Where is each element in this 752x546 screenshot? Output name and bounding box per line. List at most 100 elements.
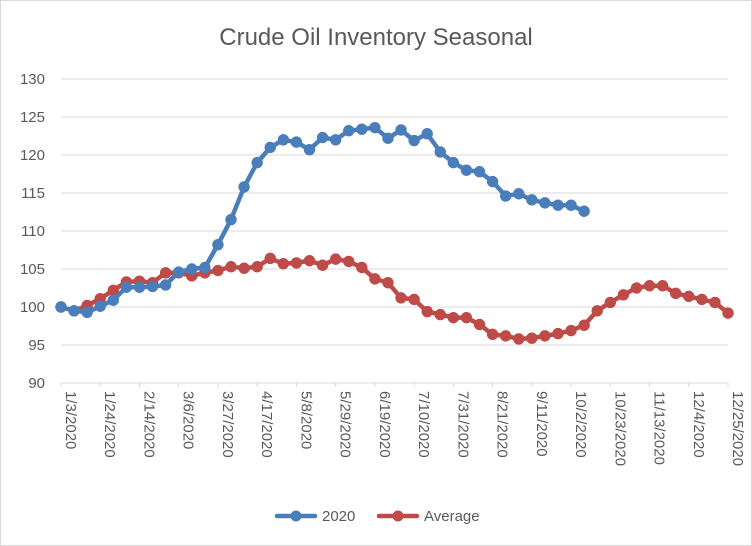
data-point xyxy=(238,181,250,193)
data-point xyxy=(212,238,224,251)
x-tick-label: 8/21/2020 xyxy=(494,391,511,458)
data-point xyxy=(251,156,263,169)
data-point xyxy=(395,124,407,136)
data-point xyxy=(526,194,538,206)
x-tick-label: 1/24/2020 xyxy=(101,391,118,458)
data-point xyxy=(434,308,446,321)
data-point xyxy=(604,296,616,309)
data-point xyxy=(539,197,551,209)
data-point xyxy=(343,124,355,137)
data-point xyxy=(578,205,590,217)
y-tick-label: 120 xyxy=(20,147,45,164)
data-point xyxy=(565,199,577,211)
data-point xyxy=(303,254,316,267)
x-tick-label: 12/4/2020 xyxy=(690,391,707,458)
data-point xyxy=(408,134,420,147)
data-point xyxy=(421,128,433,140)
legend-item-2020: 2020 xyxy=(274,508,355,525)
chart-title: Crude Oil Inventory Seasonal xyxy=(219,24,533,51)
y-tick-label: 105 xyxy=(20,261,45,278)
data-point xyxy=(617,289,630,301)
y-tick-label: 100 xyxy=(20,299,45,316)
data-point xyxy=(316,131,329,144)
x-tick-label: 6/19/2020 xyxy=(376,391,393,458)
y-tick-label: 95 xyxy=(28,337,45,354)
data-point xyxy=(526,332,538,344)
x-tick-label: 12/25/2020 xyxy=(729,391,746,466)
data-point xyxy=(382,132,394,144)
data-point xyxy=(447,156,460,169)
gridlines xyxy=(61,78,728,384)
data-point xyxy=(565,324,577,337)
data-point xyxy=(290,136,303,148)
y-tick-label: 125 xyxy=(20,109,45,126)
x-axis: 1/3/2020 1/24/2020 2/14/2020 3/6/2020 3/27/2… xyxy=(60,383,746,466)
data-point xyxy=(55,301,67,313)
x-tick-label: 2/14/2020 xyxy=(140,391,157,458)
data-point xyxy=(499,330,512,342)
data-point xyxy=(421,305,433,318)
legend-item-average: Average xyxy=(376,508,480,525)
series-2020 xyxy=(55,121,590,319)
data-point xyxy=(173,266,185,278)
x-tick-label: 1/3/2020 xyxy=(62,391,79,449)
x-tick-label: 7/10/2020 xyxy=(415,391,432,458)
x-tick-label: 10/23/2020 xyxy=(611,391,628,466)
data-point xyxy=(369,121,381,134)
series-line xyxy=(58,256,731,342)
data-point xyxy=(696,293,708,306)
data-point xyxy=(709,296,721,309)
data-point xyxy=(225,213,237,226)
y-tick-label: 110 xyxy=(21,223,45,240)
x-tick-label: 10/2/2020 xyxy=(572,391,589,458)
data-point xyxy=(473,166,486,178)
data-point xyxy=(395,292,407,304)
data-point xyxy=(120,281,133,293)
data-point xyxy=(499,190,512,202)
data-point xyxy=(329,253,342,265)
data-point xyxy=(578,319,590,331)
x-tick-label: 5/8/2020 xyxy=(297,391,314,449)
data-point xyxy=(212,264,224,277)
data-point xyxy=(146,280,159,293)
x-tick-label: 9/11/2020 xyxy=(533,391,550,457)
x-tick-label: 5/29/2020 xyxy=(337,391,354,458)
data-point xyxy=(460,164,473,176)
y-tick-label: 130 xyxy=(20,71,45,88)
data-point xyxy=(513,333,525,345)
data-point xyxy=(133,281,146,293)
data-point xyxy=(356,123,368,135)
data-point xyxy=(552,327,564,340)
x-tick-label: 11/13/2020 xyxy=(651,391,668,465)
data-point xyxy=(382,276,394,289)
y-axis-ticks: 90 95 100 105 110 115 120 125 130 xyxy=(20,71,45,392)
data-point xyxy=(159,267,172,279)
data-point xyxy=(473,318,486,331)
data-point xyxy=(669,287,682,300)
legend: 2020 Average xyxy=(274,508,480,525)
data-point xyxy=(186,263,198,275)
y-tick-label: 90 xyxy=(28,375,45,392)
data-point xyxy=(316,259,329,271)
x-tick-label: 7/31/2020 xyxy=(454,391,471,458)
data-point xyxy=(486,175,499,188)
x-tick-label: 4/17/2020 xyxy=(258,391,275,458)
data-point xyxy=(683,290,695,303)
data-point xyxy=(343,255,355,268)
data-point xyxy=(303,143,316,156)
data-point xyxy=(722,307,734,319)
data-point xyxy=(329,134,342,146)
data-point xyxy=(486,328,499,341)
data-point xyxy=(238,262,250,274)
data-point xyxy=(264,252,276,265)
data-point xyxy=(199,261,211,274)
data-point xyxy=(264,141,276,154)
data-point xyxy=(591,305,603,317)
data-point xyxy=(513,188,525,200)
data-point xyxy=(277,257,290,270)
data-point xyxy=(68,305,80,317)
legend-marker xyxy=(392,510,404,522)
data-point xyxy=(81,306,93,319)
legend-marker xyxy=(290,510,302,522)
